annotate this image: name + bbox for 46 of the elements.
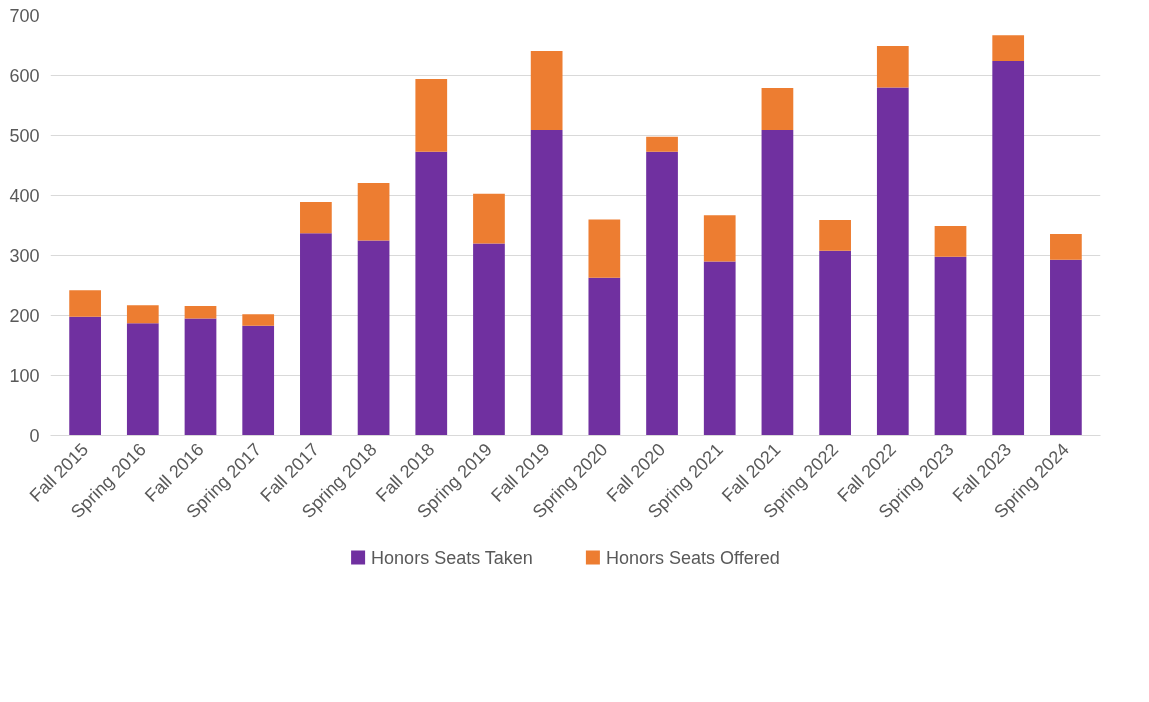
bar	[646, 151, 678, 436]
bar	[1050, 259, 1082, 436]
y-tick-label: 400	[9, 186, 40, 206]
bar	[473, 243, 505, 436]
bar	[992, 35, 1025, 62]
bar	[761, 130, 794, 436]
bar	[703, 261, 736, 436]
bar	[300, 233, 332, 436]
bar	[646, 136, 678, 152]
bar	[415, 79, 448, 152]
y-tick-label: 0	[29, 426, 40, 446]
bar	[473, 193, 505, 244]
bar	[357, 240, 390, 436]
bar	[761, 88, 794, 131]
bar	[876, 46, 909, 88]
bar	[242, 325, 275, 436]
bar	[876, 87, 909, 436]
legend-label: Honors Seats Taken	[371, 547, 533, 568]
bar	[357, 182, 390, 241]
y-tick-label: 300	[9, 246, 40, 266]
bar	[819, 250, 851, 436]
bar	[588, 277, 621, 436]
bar	[819, 220, 851, 251]
y-tick-label: 100	[9, 366, 40, 386]
bar	[184, 305, 217, 319]
bar	[126, 305, 159, 324]
bar	[1050, 233, 1082, 260]
bar	[703, 215, 736, 262]
bar	[300, 202, 332, 234]
y-tick-label: 200	[9, 306, 40, 326]
bar	[69, 316, 101, 436]
bar	[588, 219, 621, 278]
legend-label: Honors Seats Offered	[605, 547, 780, 568]
bar	[992, 61, 1025, 436]
y-tick-label: 700	[9, 6, 40, 26]
bar	[415, 151, 448, 436]
bar	[184, 318, 217, 436]
bar	[69, 290, 101, 317]
bar	[934, 256, 967, 436]
y-tick-label: 600	[9, 66, 40, 86]
bar	[126, 323, 159, 436]
y-tick-label: 500	[9, 126, 40, 146]
bar	[934, 226, 967, 257]
bar	[530, 130, 563, 436]
bar	[530, 50, 563, 131]
bar	[242, 314, 275, 326]
